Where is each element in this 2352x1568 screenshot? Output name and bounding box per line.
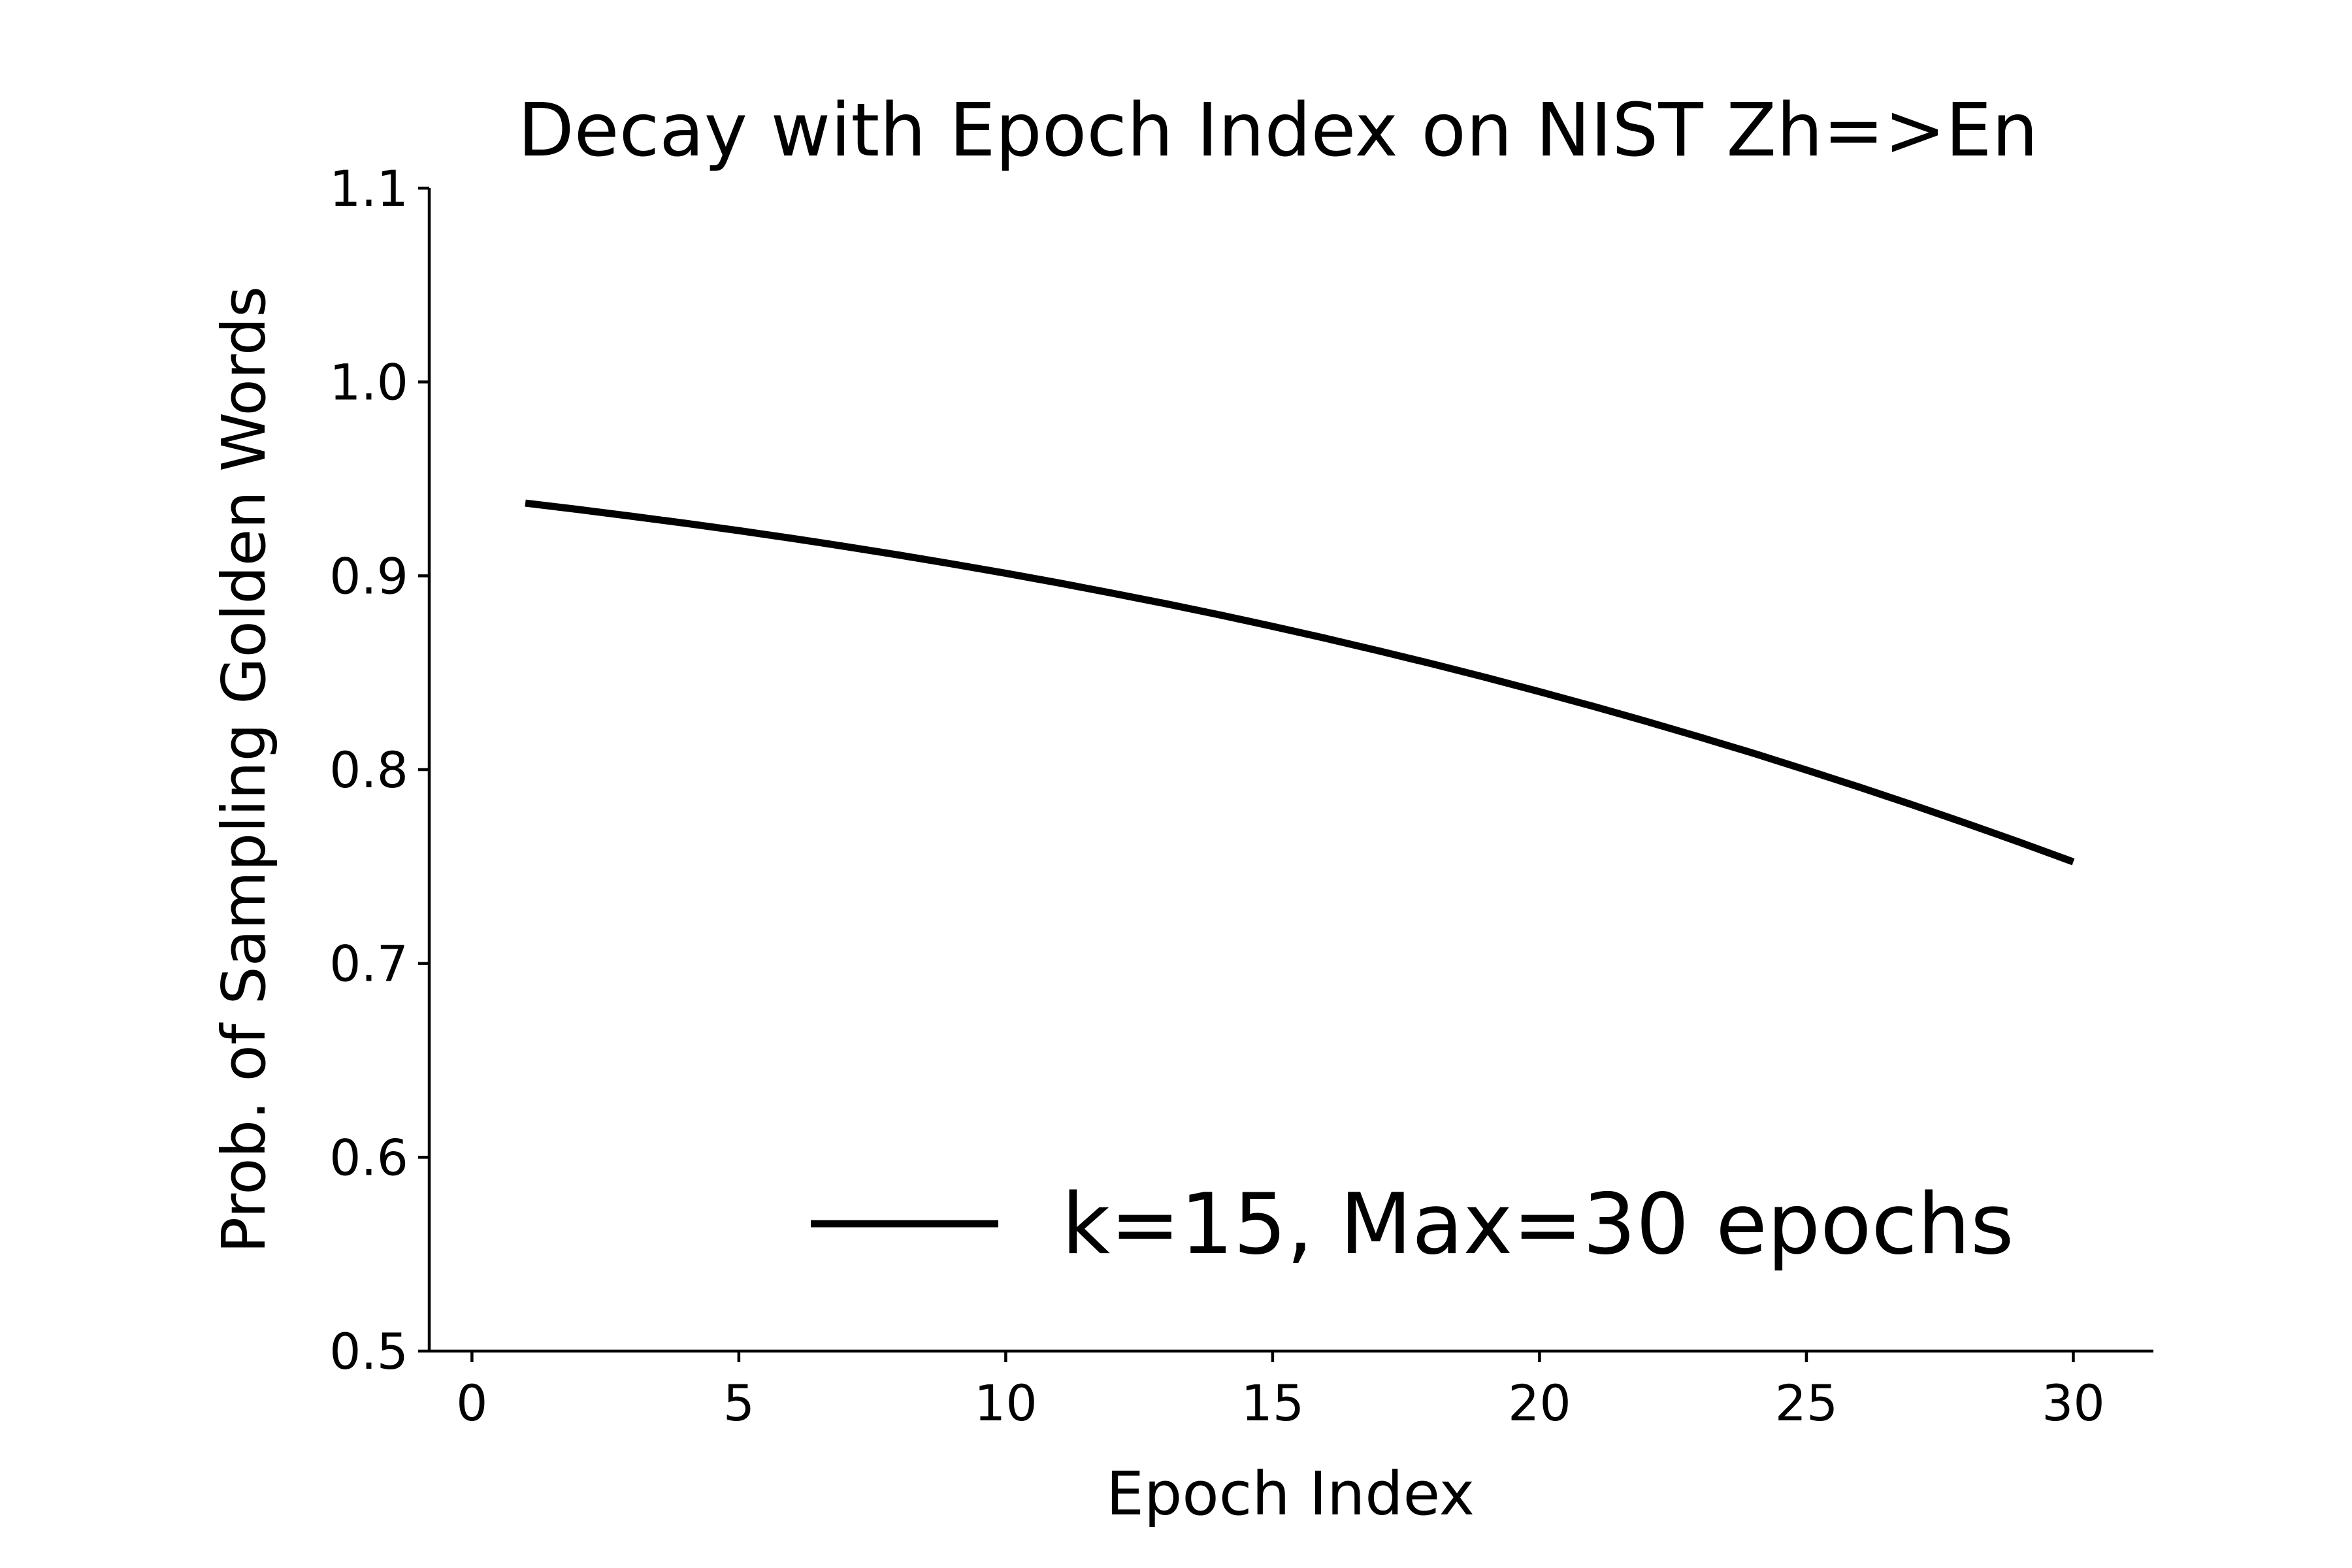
legend-label: k=15, Max=30 epochs [1062, 1176, 2014, 1273]
x-axis-ticks: 0 5 10 15 20 25 30 [456, 1351, 2105, 1432]
legend: k=15, Max=30 epochs [811, 1176, 2014, 1273]
x-tick-label: 25 [1775, 1374, 1838, 1432]
y-tick-label: 0.5 [329, 1322, 408, 1380]
x-tick-label: 5 [723, 1374, 755, 1432]
x-tick-label: 0 [456, 1374, 487, 1432]
series-group [525, 499, 2075, 866]
y-tick-label: 0.8 [329, 741, 408, 799]
y-tick-label: 0.6 [329, 1128, 408, 1186]
y-tick-label: 1.0 [329, 353, 408, 412]
x-tick-label: 10 [974, 1374, 1037, 1432]
x-tick-label: 30 [2042, 1374, 2105, 1432]
y-tick-label: 0.7 [329, 935, 408, 993]
plot-area: 0 5 10 15 20 25 30 0.5 0.6 0.7 0.8 0.9 1.0 1.1 [329, 159, 2153, 1432]
x-axis-title: Epoch Index [1106, 1459, 1475, 1529]
y-axis-title: Prob. of Sampling Golden Words [209, 286, 279, 1254]
y-tick-label: 1.1 [329, 159, 408, 218]
y-tick-label: 0.9 [329, 547, 408, 605]
series-line [525, 499, 2075, 866]
x-tick-label: 20 [1508, 1374, 1571, 1432]
y-axis-ticks: 0.5 0.6 0.7 0.8 0.9 1.0 1.1 [329, 159, 429, 1380]
x-tick-label: 15 [1241, 1374, 1305, 1432]
chart-title: Decay with Epoch Index on NIST Zh=>En [517, 88, 2038, 173]
